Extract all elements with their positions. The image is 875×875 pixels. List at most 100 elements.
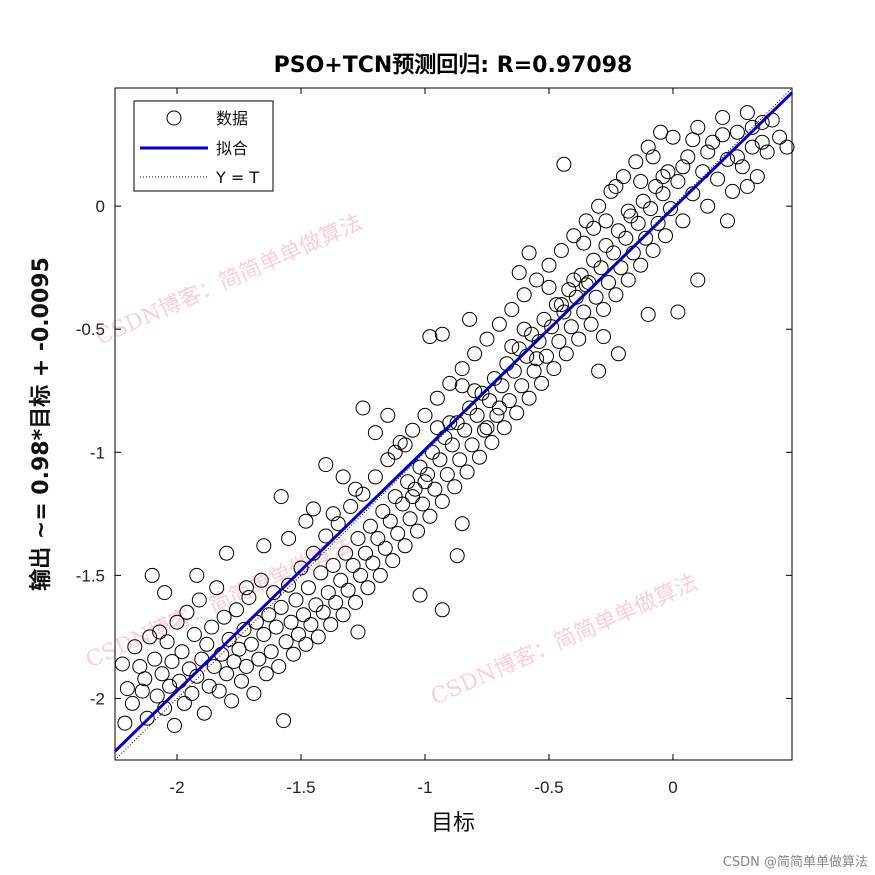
data-point (675, 159, 691, 175)
data-point (174, 644, 190, 660)
data-point (276, 713, 292, 729)
data-point (410, 523, 425, 539)
data-point (211, 683, 227, 699)
data-point (362, 518, 378, 534)
data-point (749, 169, 765, 185)
data-point (191, 592, 207, 608)
data-point (427, 481, 443, 497)
data-point (323, 617, 339, 633)
data-point (142, 629, 158, 645)
data-point (412, 587, 428, 603)
data-point (469, 407, 485, 423)
data-point (402, 511, 418, 527)
data-point (454, 361, 470, 377)
data-point (159, 634, 175, 650)
watermark-layer: CSDN博客：简简单单做算法 CSDN博客：简简单单做算法 CSDN博客：简简单… (82, 210, 701, 710)
data-point (422, 329, 438, 345)
data-point (643, 201, 659, 217)
data-point (529, 351, 545, 367)
data-point (457, 422, 473, 438)
data-point (434, 602, 450, 618)
x-tick-label: -2 (169, 778, 184, 797)
data-point (744, 119, 760, 135)
data-point (665, 129, 681, 145)
data-point (705, 134, 721, 150)
data-point (167, 718, 182, 733)
data-point (405, 422, 421, 438)
data-point (633, 257, 649, 273)
data-point (593, 260, 609, 276)
data-point (348, 481, 363, 497)
data-point (360, 580, 376, 596)
data-point (387, 444, 403, 460)
data-point (355, 400, 371, 416)
data-point (258, 666, 274, 682)
data-points (114, 105, 795, 733)
data-point (516, 321, 532, 337)
data-point (377, 540, 393, 556)
data-point (715, 127, 731, 143)
data-point (670, 174, 686, 189)
data-point (620, 272, 636, 288)
data-point (645, 243, 661, 258)
data-point (680, 149, 696, 165)
legend-marker-data (166, 110, 182, 126)
data-point (343, 499, 359, 514)
data-point (479, 331, 495, 347)
data-point (271, 659, 287, 674)
data-point (638, 230, 654, 246)
data-point (655, 186, 671, 202)
data-point (367, 425, 383, 441)
data-point (598, 213, 614, 229)
data-point (591, 363, 607, 379)
data-point (449, 548, 465, 564)
data-point (588, 289, 604, 305)
data-point (216, 609, 232, 625)
data-point (189, 668, 205, 684)
data-point (544, 319, 559, 335)
data-point (380, 407, 396, 423)
data-point (318, 528, 334, 544)
data-point (720, 213, 735, 229)
data-point (407, 481, 423, 497)
data-point (415, 496, 430, 512)
data-point (700, 198, 716, 214)
data-point (234, 673, 249, 689)
data-point (266, 585, 282, 601)
data-point (303, 617, 319, 633)
data-point (286, 646, 301, 662)
data-point (539, 348, 554, 364)
data-point (434, 326, 450, 342)
data-point (734, 159, 750, 175)
data-point (583, 316, 599, 332)
legend-label-identity: Y = T (215, 168, 259, 187)
data-point (603, 183, 619, 199)
data-point (526, 363, 542, 379)
data-point (744, 139, 760, 155)
data-point (328, 595, 344, 610)
data-point (509, 405, 525, 421)
data-point (300, 580, 316, 596)
data-point (482, 393, 497, 409)
data-point (725, 183, 740, 199)
data-point (335, 469, 351, 485)
data-point (484, 435, 500, 450)
data-point (367, 469, 383, 485)
data-point (464, 437, 480, 453)
chart-title: PSO+TCN预测回归: R=0.97098 (274, 53, 633, 78)
data-point (358, 545, 373, 561)
data-point (315, 604, 331, 620)
data-point (501, 393, 517, 409)
data-point (710, 171, 726, 187)
data-point (114, 656, 130, 672)
data-point (670, 304, 686, 320)
data-point (640, 307, 656, 322)
data-point (405, 489, 421, 505)
data-point (491, 400, 507, 416)
data-point (422, 508, 438, 524)
data-point (454, 378, 470, 394)
data-point (586, 220, 602, 236)
data-point (256, 538, 272, 554)
data-point (576, 235, 592, 251)
